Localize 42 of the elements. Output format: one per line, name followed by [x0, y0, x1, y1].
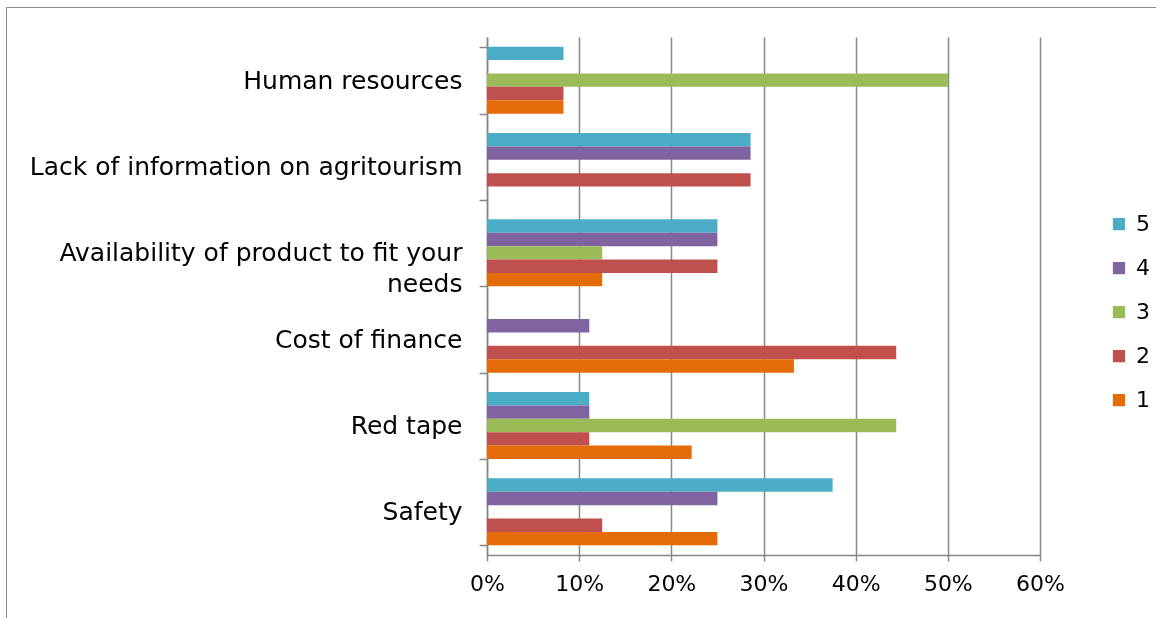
bar [487, 146, 751, 160]
bar [487, 405, 590, 419]
x-tick-label: 60% [1016, 570, 1065, 596]
bar [487, 518, 603, 532]
bar [487, 46, 564, 61]
bar [487, 73, 948, 87]
x-tick-label: 20% [647, 570, 697, 596]
x-tick-label: 50% [923, 570, 973, 596]
bar [487, 345, 897, 360]
bar [487, 272, 603, 287]
legend-label: 2 [1136, 343, 1150, 369]
legend-label: 4 [1136, 255, 1150, 281]
x-tick-label: 10% [555, 570, 605, 596]
legend-label: 3 [1136, 299, 1150, 325]
bar [487, 478, 833, 492]
bar [487, 86, 564, 101]
bar [487, 219, 718, 233]
bar [487, 392, 590, 406]
bar [487, 232, 718, 247]
y-tick-label: Lack of information on agritourism [29, 152, 463, 181]
bar [487, 246, 603, 260]
bar [487, 359, 794, 373]
bar [487, 531, 718, 546]
y-tick-label: Cost of finance [275, 324, 463, 354]
y-tick-label: Human resources [243, 65, 463, 95]
bar [487, 491, 718, 506]
bar [487, 432, 590, 446]
y-tick-label: Availability of product to fit your needs [59, 238, 464, 299]
x-tick-label: 30% [739, 570, 789, 596]
bar [487, 418, 897, 433]
bar [487, 133, 751, 147]
legend-label: 5 [1136, 211, 1150, 237]
y-tick-label: Red tape [350, 411, 463, 440]
bar [487, 319, 590, 333]
x-tick-label: 0% [470, 570, 505, 596]
bar [487, 259, 718, 273]
y-tick-label: Safety [382, 497, 463, 527]
bar [487, 445, 692, 459]
legend-label: 1 [1136, 387, 1150, 413]
bar [487, 173, 751, 187]
x-tick-label: 40% [831, 570, 881, 596]
bar [487, 100, 564, 114]
